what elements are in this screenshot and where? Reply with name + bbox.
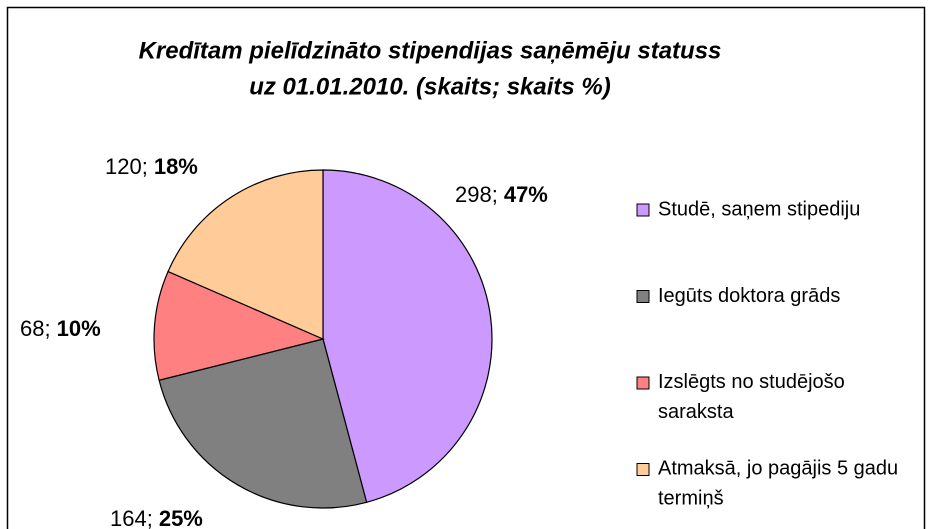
legend-swatch (636, 203, 650, 217)
legend-label: Izslēgts no studējošo saraksta (658, 371, 845, 423)
data-label-count: 68; (20, 316, 51, 341)
legend-line: Izslēgts no studējošo (658, 371, 845, 393)
data-label-count: 120; (105, 154, 148, 179)
legend-swatch (636, 376, 650, 390)
chart-title: Kredītam pielīdzināto stipendijas saņēmē… (139, 37, 722, 64)
pie-slice (153, 270, 325, 381)
legend-line: Atmaksā, jo pagājis 5 gadu (658, 458, 898, 480)
legend-swatch (636, 290, 650, 303)
legend-label: Studē, saņem stipediju (658, 198, 860, 220)
legend-label: Atmaksā, jo pagājis 5 gadu termiņš (658, 458, 898, 510)
pie-slice (322, 169, 493, 504)
data-label: 164; 25% (110, 506, 203, 529)
data-label-percent: 18% (154, 154, 198, 179)
data-label-count: 298; (455, 182, 498, 207)
data-label-percent: 25% (159, 506, 203, 529)
legend-swatch (636, 463, 650, 476)
data-label-count: 164; (110, 506, 153, 529)
data-label-percent: 47% (504, 182, 548, 207)
legend-line: termiņš (658, 488, 724, 510)
pie-slice (167, 169, 324, 340)
legend-line: saraksta (658, 401, 734, 423)
chart-subtitle: uz 01.01.2010. (skaits; skaits %) (249, 73, 611, 100)
data-label: 68; 10% (20, 316, 101, 341)
data-label: 298; 47% (455, 182, 548, 207)
data-label-percent: 10% (57, 316, 101, 341)
data-label: 120; 18% (105, 154, 198, 179)
legend-label: Iegūts doktora grāds (658, 285, 840, 307)
pie-slice (158, 338, 368, 509)
